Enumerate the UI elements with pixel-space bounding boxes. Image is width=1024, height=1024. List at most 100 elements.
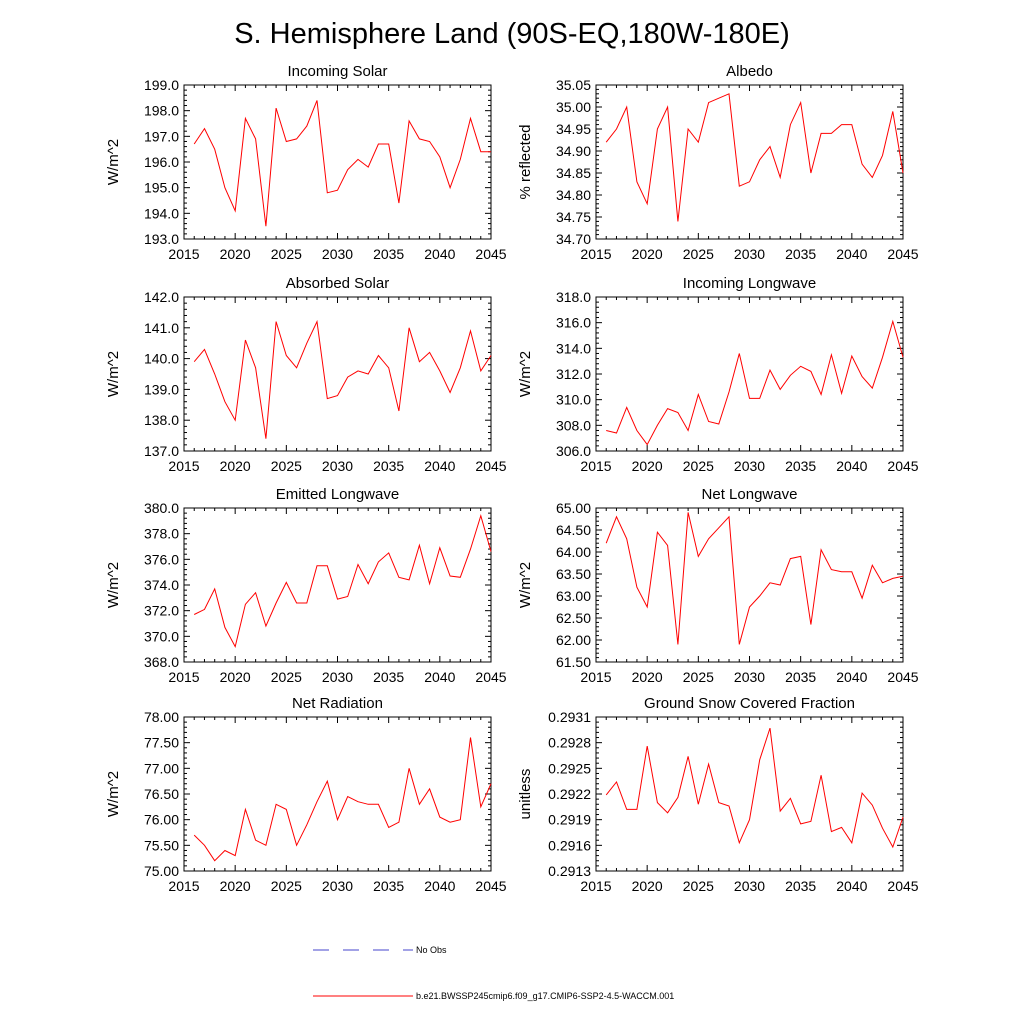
x-tick-label: 2030 (734, 669, 765, 685)
y-tick-label: 61.50 (556, 654, 591, 670)
y-tick-label: 314.0 (556, 340, 591, 356)
figure-title: S. Hemisphere Land (90S-EQ,180W-180E) (234, 18, 790, 50)
x-tick-label: 2045 (887, 669, 918, 685)
y-tick-label: 374.0 (144, 577, 179, 593)
chart-panel-3: Absorbed Solar W/m^2 2015 2020 2025 2030 2035 2… (105, 275, 507, 474)
y-tick-label: 197.0 (144, 128, 179, 144)
x-tick-label: 2025 (683, 669, 714, 685)
plot-frame (595, 716, 904, 872)
y-tick-label: 0.2922 (548, 786, 591, 802)
y-tick-label: 64.00 (556, 544, 591, 560)
chart-panel-1: Incoming Solar W/m^2 2015 2020 2025 2030 2035 2… (105, 63, 507, 262)
y-tick-label: 139.0 (144, 381, 179, 397)
y-tick-label: 376.0 (144, 551, 179, 567)
x-tick-label: 2015 (168, 246, 199, 262)
y-tick-label: 34.80 (556, 187, 591, 203)
x-tick-label: 2025 (271, 669, 302, 685)
y-tick-label: 63.00 (556, 588, 591, 604)
y-tick-label: 140.0 (144, 351, 179, 367)
x-tick-label: 2020 (220, 246, 251, 262)
plot-frame (183, 716, 492, 872)
x-tick-label: 2035 (373, 246, 404, 262)
y-tick-label: 194.0 (144, 205, 179, 221)
x-tick-label: 2025 (271, 246, 302, 262)
y-tick-label: 34.95 (556, 121, 591, 137)
x-tick-label: 2015 (168, 458, 199, 474)
x-tick-label: 2025 (271, 878, 302, 894)
x-tick-label: 2015 (580, 669, 611, 685)
panel-title: Ground Snow Covered Fraction (644, 695, 855, 712)
y-axis-label: W/m^2 (105, 139, 122, 185)
y-tick-label: 75.50 (144, 837, 179, 853)
x-tick-label: 2035 (785, 458, 816, 474)
x-tick-label: 2045 (475, 246, 506, 262)
x-tick-label: 2030 (734, 458, 765, 474)
y-tick-label: 77.50 (144, 735, 179, 751)
panels-group: Incoming Solar W/m^2 2015 2020 2025 2030 2035 2… (105, 63, 919, 894)
x-tick-label: 2015 (580, 246, 611, 262)
panel-title: Incoming Solar (287, 63, 387, 80)
series-line (193, 737, 492, 862)
y-tick-label: 306.0 (556, 443, 591, 459)
x-tick-label: 2025 (683, 878, 714, 894)
x-tick-label: 2020 (220, 458, 251, 474)
plot-frame (595, 296, 904, 452)
chart-panel-6: Net Longwave W/m^2 2015 2020 2025 2030 2035 204… (517, 486, 919, 685)
x-tick-label: 2025 (683, 458, 714, 474)
y-tick-label: 195.0 (144, 180, 179, 196)
series-line (193, 513, 492, 648)
x-tick-label: 2040 (424, 878, 455, 894)
x-tick-label: 2045 (475, 458, 506, 474)
x-tick-label: 2030 (322, 246, 353, 262)
y-axis-label: W/m^2 (105, 351, 122, 397)
y-tick-label: 318.0 (556, 289, 591, 305)
x-tick-label: 2025 (271, 458, 302, 474)
plot-frame (183, 507, 492, 663)
y-tick-label: 0.2925 (548, 760, 591, 776)
y-tick-label: 308.0 (556, 417, 591, 433)
x-tick-label: 2040 (836, 669, 867, 685)
x-tick-label: 2025 (683, 246, 714, 262)
y-tick-label: 370.0 (144, 628, 179, 644)
chart-panel-7: Net Radiation W/m^2 2015 2020 2025 2030 2035 20… (105, 695, 507, 894)
y-tick-label: 198.0 (144, 103, 179, 119)
x-tick-label: 2040 (424, 669, 455, 685)
panel-title: Net Longwave (702, 486, 798, 503)
y-tick-label: 141.0 (144, 320, 179, 336)
plot-frame (595, 84, 904, 240)
series-line (606, 319, 904, 446)
y-tick-label: 0.2916 (548, 837, 591, 853)
x-tick-label: 2020 (220, 669, 251, 685)
x-tick-label: 2035 (373, 669, 404, 685)
series-line (605, 93, 904, 222)
x-tick-label: 2035 (785, 878, 816, 894)
chart-panel-2: Albedo % reflected 2015 2020 2025 2030 2035 204… (517, 63, 919, 262)
y-tick-label: 62.50 (556, 610, 591, 626)
panel-title: Incoming Longwave (683, 275, 816, 292)
x-tick-label: 2040 (836, 878, 867, 894)
y-tick-label: 0.2919 (548, 812, 591, 828)
x-tick-label: 2045 (475, 878, 506, 894)
x-tick-label: 2030 (734, 246, 765, 262)
y-tick-label: 380.0 (144, 500, 179, 516)
y-tick-label: 35.00 (556, 99, 591, 115)
y-axis-label: W/m^2 (517, 562, 534, 608)
legend-label: No Obs (416, 945, 447, 955)
y-tick-label: 196.0 (144, 154, 179, 170)
series-line (193, 319, 492, 439)
chart-panel-4: Incoming Longwave W/m^2 2015 2020 2025 2030 20… (517, 275, 919, 474)
y-tick-label: 34.90 (556, 143, 591, 159)
y-tick-label: 34.75 (556, 209, 591, 225)
x-tick-label: 2040 (424, 458, 455, 474)
x-tick-label: 2045 (887, 458, 918, 474)
x-tick-label: 2035 (785, 669, 816, 685)
panel-title: Absorbed Solar (286, 275, 389, 292)
y-tick-label: 378.0 (144, 526, 179, 542)
y-axis-label: W/m^2 (517, 351, 534, 397)
y-tick-label: 368.0 (144, 654, 179, 670)
y-tick-label: 0.2928 (548, 735, 591, 751)
series-line (193, 100, 491, 227)
x-tick-label: 2035 (373, 878, 404, 894)
y-tick-label: 137.0 (144, 443, 179, 459)
